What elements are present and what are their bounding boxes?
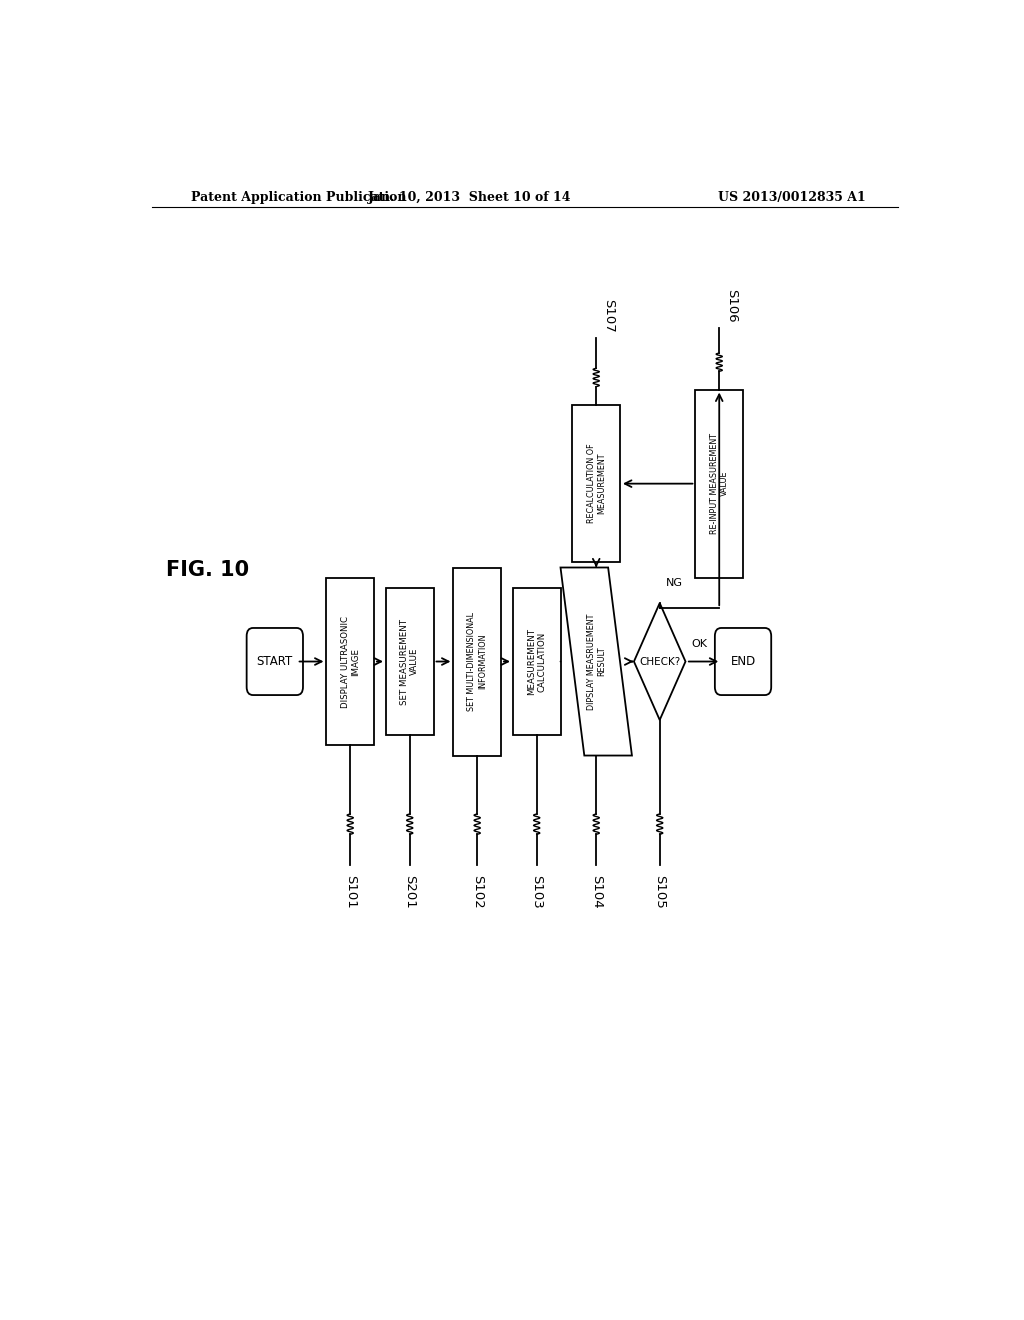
Text: MEASUREMENT
CALCULATION: MEASUREMENT CALCULATION [527,628,547,696]
Text: Jan. 10, 2013  Sheet 10 of 14: Jan. 10, 2013 Sheet 10 of 14 [368,190,571,203]
Bar [386,587,433,735]
Bar [572,405,620,562]
Text: RE-INPUT MEASUREMENT
VALUE: RE-INPUT MEASUREMENT VALUE [710,433,729,535]
Text: US 2013/0012835 A1: US 2013/0012835 A1 [718,190,866,203]
Text: DIPSLAY MEASRUEMENT
RESULT: DIPSLAY MEASRUEMENT RESULT [587,614,606,710]
Bar [327,578,374,746]
Text: END: END [730,655,756,668]
FancyBboxPatch shape [247,628,303,696]
Bar [513,587,560,735]
Text: CHECK?: CHECK? [639,656,680,667]
Text: RECALCULATION OF
MEASUREMENT: RECALCULATION OF MEASUREMENT [587,444,606,524]
Text: OK: OK [691,639,708,649]
Text: S104: S104 [590,875,603,908]
Text: S105: S105 [653,875,667,908]
Text: SET MEASUREMENT
VALUE: SET MEASUREMENT VALUE [400,619,420,705]
Text: Patent Application Publication: Patent Application Publication [191,190,407,203]
Bar [695,389,743,578]
Text: NG: NG [666,578,683,587]
Polygon shape [560,568,632,755]
Text: S103: S103 [530,875,543,908]
Text: S201: S201 [403,875,416,908]
FancyBboxPatch shape [715,628,771,696]
Text: S106: S106 [726,289,738,322]
Text: START: START [257,655,293,668]
Text: S101: S101 [344,875,356,908]
Text: DISPLAY ULTRASONIC
IMAGE: DISPLAY ULTRASONIC IMAGE [341,615,359,708]
Polygon shape [634,603,685,719]
Text: S107: S107 [602,298,615,333]
Bar [454,568,501,755]
Text: FIG. 10: FIG. 10 [166,560,249,579]
Text: S102: S102 [471,875,483,908]
Text: SET MULTI-DIMENSIONAL
INFORMATION: SET MULTI-DIMENSIONAL INFORMATION [468,612,486,711]
